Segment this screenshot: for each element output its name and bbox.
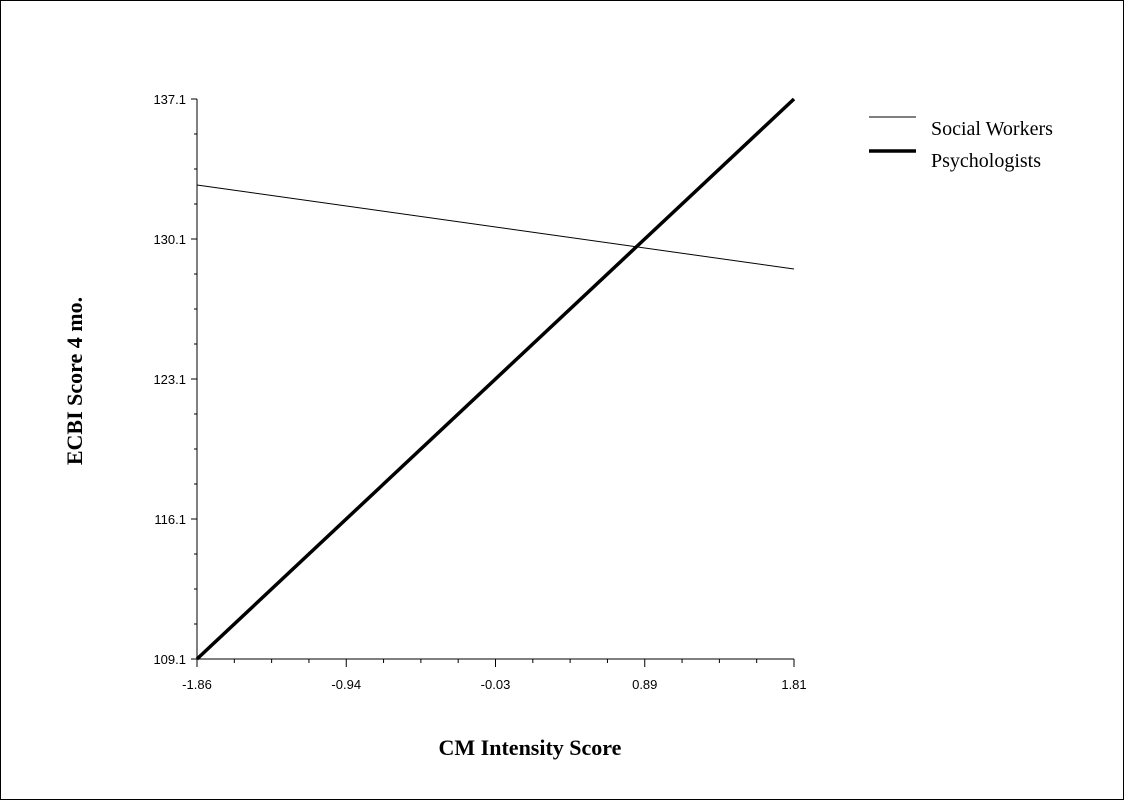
- x-axis-title: CM Intensity Score: [439, 735, 622, 760]
- x-tick-label: -0.94: [331, 677, 361, 692]
- x-tick-label: 0.89: [632, 677, 657, 692]
- y-axis-title: ECBI Score 4 mo.: [62, 297, 87, 465]
- series-layer: [195, 97, 796, 661]
- y-tick-label: 123.1: [153, 372, 186, 387]
- x-tick-label: -1.86: [182, 677, 212, 692]
- legend-label: Psychologists: [931, 150, 1041, 172]
- series-line-social-workers: [196, 184, 795, 270]
- y-tick-label: 130.1: [153, 232, 186, 247]
- legend-label: Social Workers: [931, 118, 1053, 140]
- ticks: 109.1 116.1 123.1 130.1 137.1 -1.86 -0.94 -0.03…: [153, 92, 806, 692]
- y-tick-label: 137.1: [153, 92, 186, 107]
- x-tick-label: -0.03: [481, 677, 511, 692]
- x-tick-label: 1.81: [781, 677, 806, 692]
- y-tick-label: 109.1: [153, 652, 186, 667]
- legend: Social Workers Psychologists: [869, 116, 1053, 172]
- series-line-psychologists: [195, 97, 796, 661]
- y-tick-label: 116.1: [154, 512, 186, 527]
